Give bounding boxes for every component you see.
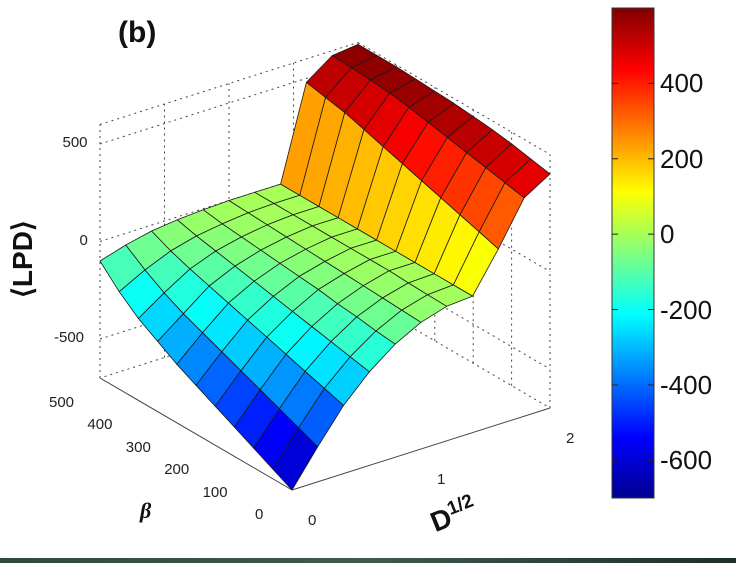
y-tick-label: 2: [566, 430, 575, 447]
colorbar-tick-label: 400: [660, 68, 704, 99]
x-axis-label: β: [140, 498, 152, 523]
colorbar-tick-label: -600: [660, 445, 713, 476]
surface-cell: [504, 158, 551, 199]
bottom-strip: [0, 558, 736, 563]
z-axis-label: ⟨LPD⟩: [7, 220, 38, 298]
colorbar: [611, 7, 655, 499]
x-tick-label: 300: [125, 438, 151, 456]
z-tick-label: 500: [62, 134, 88, 151]
colorbar-tick-label: -200: [660, 294, 713, 325]
z-tick-label: 0: [79, 231, 88, 249]
surface-plot: [99, 44, 551, 491]
y-tick-label: 0: [308, 512, 317, 529]
colorbar-tick-label: 0: [660, 219, 675, 250]
y-tick-label: 1: [437, 471, 446, 488]
x-tick-label: 500: [49, 394, 75, 411]
colorbar-tick-label: 200: [660, 143, 704, 174]
colorbar-tick-label: -400: [660, 369, 713, 400]
x-axis-line: [99, 377, 293, 491]
colorbar-tick-marks: [612, 82, 654, 461]
z-tick-label: -500: [54, 329, 85, 346]
back-top-edge-b: [357, 42, 551, 155]
x-tick-label: 100: [202, 483, 228, 501]
x-tick-label: 0: [255, 506, 264, 523]
x-tick-label: 400: [87, 416, 113, 434]
y-axis-line: [291, 407, 551, 491]
panel-label: (b): [118, 16, 157, 49]
x-tick-label: 200: [164, 461, 190, 479]
